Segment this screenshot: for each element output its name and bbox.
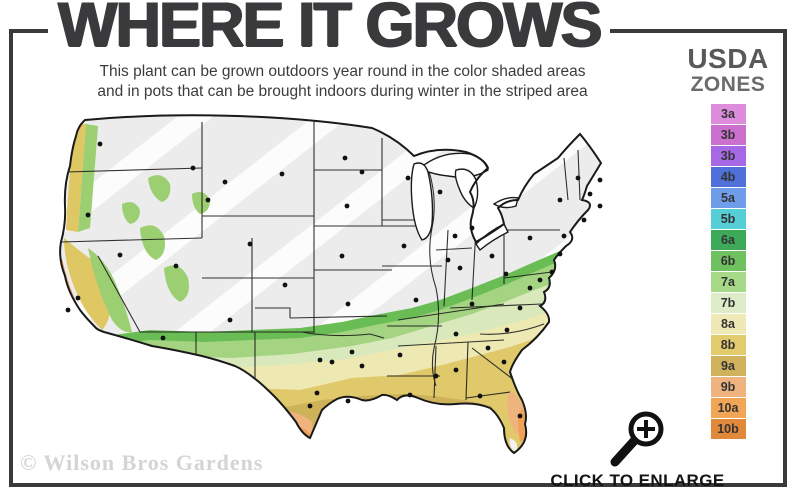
legend-zone-3b-2: 3b [710, 146, 746, 167]
legend-zone-10b: 10b [710, 419, 746, 440]
legend-zone-3a: 3a [710, 104, 746, 125]
legend-zone-8a: 8a [710, 314, 746, 335]
click-to-enlarge[interactable]: CLICK TO ENLARGE [540, 408, 735, 491]
legend-zone-6b: 6b [710, 251, 746, 272]
subtitle-line-1: This plant can be grown outdoors year ro… [99, 63, 586, 80]
subtitle: This plant can be grown outdoors year ro… [30, 62, 655, 103]
legend-zone-9b: 9b [710, 377, 746, 398]
page-title: WHERE IT GROWS [48, 0, 611, 58]
legend-title-usda: USDA [687, 43, 769, 74]
legend-zone-6a: 6a [710, 230, 746, 251]
legend-zone-4b: 4b [710, 167, 746, 188]
legend-title-zones: ZONES [690, 73, 766, 97]
legend-zone-7b: 7b [710, 293, 746, 314]
legend-zone-7a: 7a [710, 272, 746, 293]
legend-zone-3b: 3b [710, 125, 746, 146]
subtitle-line-2: and in pots that can be brought indoors … [97, 83, 588, 101]
legend-zone-8b: 8b [710, 335, 746, 356]
legend-zone-list: 3a 3b 3b 4b 5a 5b 6a 6b 7a 7b 8a 8b 9a 9… [672, 104, 784, 440]
legend-zone-5b: 5b [710, 209, 746, 230]
legend-zone-5a: 5a [710, 188, 746, 209]
magnifier-zoom-icon [610, 411, 663, 467]
legend-zone-9a: 9a [710, 356, 746, 377]
us-zones-map[interactable] [52, 108, 664, 464]
watermark: © Wilson Bros Gardens [20, 450, 264, 475]
usda-zones-legend: USDA ZONES 3a 3b 3b 4b 5a 5b 6a 6b 7a 7b… [672, 43, 784, 440]
click-to-enlarge-label[interactable]: CLICK TO ENLARGE [550, 471, 725, 490]
legend-zone-10a: 10a [710, 398, 746, 419]
city-dots [65, 141, 603, 419]
